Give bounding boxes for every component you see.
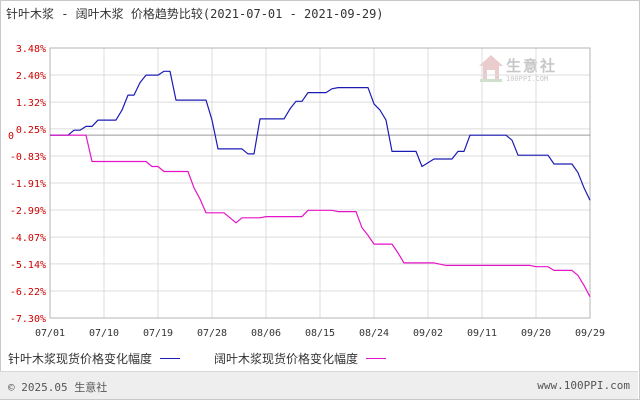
grid-layer	[49, 47, 591, 319]
y-tick-label: -1.91%	[10, 179, 46, 190]
series-layer	[50, 70, 591, 297]
series-line-2	[50, 134, 591, 297]
series-line-1	[50, 70, 591, 201]
x-tick-label: 08/15	[305, 328, 335, 339]
legend-swatch-series1	[160, 357, 181, 359]
legend-label-series2: 阔叶木浆现货价格变化幅度	[214, 351, 359, 366]
zero-label: 0	[8, 131, 14, 142]
x-tick-label: 09/11	[467, 328, 497, 339]
price-trend-chart: 3.48% 2.40% 1.32% 0.25% -0.83% -1.91% -2.99% -4…	[8, 44, 605, 339]
footer-copyright: © 2025.05 生意社	[8, 381, 108, 394]
x-tick-label: 09/02	[413, 328, 443, 339]
legend-swatch-series2	[366, 357, 387, 359]
axis-layer: 3.48% 2.40% 1.32% 0.25% -0.83% -1.91% -2.99% -4…	[8, 44, 605, 339]
y-tick-label: -2.99%	[10, 206, 46, 217]
footer-bar: © 2025.05 生意社 www.100PPI.com	[0, 371, 638, 399]
legend-label-series1: 针叶木浆现货价格变化幅度	[8, 351, 153, 366]
x-tick-label: 08/24	[359, 328, 389, 339]
x-tick-label: 08/06	[251, 328, 281, 339]
x-tick-label: 07/28	[197, 328, 227, 339]
y-tick-label: 3.48%	[16, 44, 46, 55]
x-tick-label: 07/19	[143, 328, 173, 339]
chart-title: 针叶木浆 - 阔叶木浆 价格趋势比较(2021-07-01 - 2021-09-…	[6, 7, 384, 21]
x-tick-label: 07/10	[89, 328, 119, 339]
chart-legend: 针叶木浆现货价格变化幅度 阔叶木浆现货价格变化幅度	[8, 350, 387, 366]
watermark-logo: 生意社 100PPI.COM	[478, 53, 578, 93]
y-tick-label: 1.32%	[16, 98, 46, 109]
y-tick-label: -4.07%	[10, 233, 46, 244]
plot-border	[49, 47, 591, 319]
y-tick-label: -6.22%	[10, 287, 46, 298]
watermark-brand: 生意社	[506, 57, 558, 75]
y-tick-label: -7.30%	[10, 314, 46, 325]
x-tick-label: 09/29	[575, 328, 605, 339]
footer-site-link[interactable]: www.100PPI.com	[537, 379, 630, 392]
y-tick-label: -0.83%	[10, 152, 46, 163]
y-tick-label: -5.14%	[10, 260, 46, 271]
watermark-site: 100PPI.COM	[506, 75, 549, 83]
x-tick-label: 07/01	[35, 328, 65, 339]
y-tick-label: 2.40%	[16, 71, 46, 82]
y-tick-label: 0.25%	[16, 125, 46, 136]
x-tick-label: 09/20	[521, 328, 551, 339]
